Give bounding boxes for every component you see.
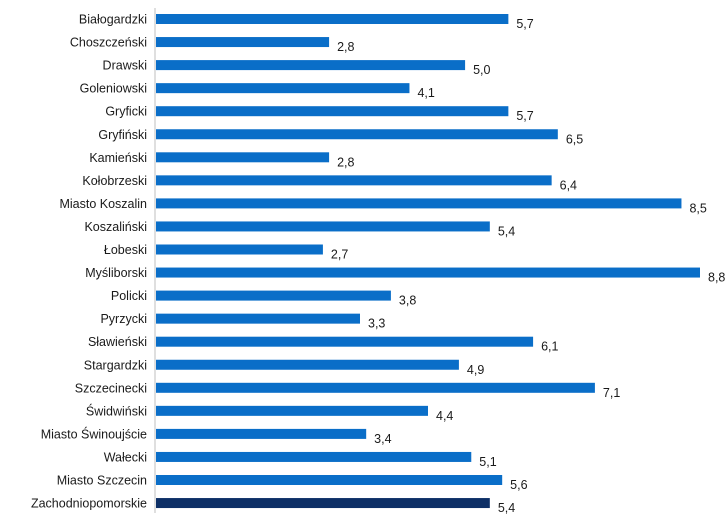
value-label: 5,0 bbox=[473, 63, 490, 77]
bar-4 bbox=[156, 106, 509, 117]
value-label: 7,1 bbox=[603, 386, 620, 400]
category-label: Świdwiński bbox=[86, 403, 147, 418]
bar-14 bbox=[156, 336, 534, 347]
bar-7 bbox=[156, 175, 552, 186]
category-label: Zachodniopomorskie bbox=[31, 497, 147, 511]
value-label: 4,1 bbox=[417, 86, 434, 100]
value-label: 4,9 bbox=[467, 363, 484, 377]
value-label: 3,3 bbox=[368, 317, 385, 331]
bar-8 bbox=[156, 198, 682, 209]
category-label: Kołobrzeski bbox=[82, 174, 147, 188]
category-label: Koszaliński bbox=[84, 220, 147, 234]
value-label: 3,4 bbox=[374, 432, 391, 446]
value-label: 6,5 bbox=[566, 132, 583, 146]
bar-5 bbox=[156, 129, 558, 140]
value-label: 5,7 bbox=[516, 17, 533, 31]
value-label: 3,8 bbox=[399, 294, 416, 308]
value-label: 5,4 bbox=[498, 224, 515, 238]
bar-1 bbox=[156, 37, 330, 48]
bar-13 bbox=[156, 313, 360, 324]
category-label: Łobeski bbox=[104, 243, 147, 257]
category-label: Goleniowski bbox=[80, 82, 147, 96]
category-label: Wałecki bbox=[104, 450, 147, 464]
value-label: 2,8 bbox=[337, 155, 354, 169]
category-label: Myśliborski bbox=[85, 266, 147, 280]
category-label: Miasto Koszalin bbox=[59, 197, 147, 211]
category-label: Stargardzki bbox=[84, 358, 147, 372]
value-label: 8,5 bbox=[689, 201, 706, 215]
bar-17 bbox=[156, 405, 428, 416]
bar-10 bbox=[156, 244, 323, 255]
category-label: Gryfiński bbox=[98, 128, 147, 142]
bar-16 bbox=[156, 382, 595, 393]
bar-3 bbox=[156, 83, 410, 94]
category-label: Drawski bbox=[103, 59, 147, 73]
bar-2 bbox=[156, 60, 466, 71]
value-label: 4,4 bbox=[436, 409, 453, 423]
category-label: Szczecinecki bbox=[75, 381, 147, 395]
value-label: 2,7 bbox=[331, 248, 348, 262]
bar-9 bbox=[156, 221, 490, 232]
bar-18 bbox=[156, 428, 367, 439]
bar-21 bbox=[156, 498, 490, 509]
category-label: Białogardzki bbox=[79, 13, 147, 27]
bar-12 bbox=[156, 290, 391, 301]
value-label: 5,6 bbox=[510, 478, 527, 492]
value-label: 2,8 bbox=[337, 40, 354, 54]
bar-15 bbox=[156, 359, 459, 370]
category-label: Choszczeński bbox=[70, 36, 147, 50]
bar-6 bbox=[156, 152, 330, 163]
value-label: 6,1 bbox=[541, 340, 558, 354]
category-label: Gryficki bbox=[105, 105, 147, 119]
value-label: 5,4 bbox=[498, 501, 515, 515]
category-labels-group: Białogardzki Choszczeński Drawski Goleniows… bbox=[31, 13, 147, 511]
bar-20 bbox=[156, 475, 503, 485]
category-label: Sławieński bbox=[88, 335, 147, 349]
bar-19 bbox=[156, 451, 472, 462]
category-label: Miasto Świnoujście bbox=[41, 426, 147, 441]
value-label: 5,7 bbox=[516, 109, 533, 123]
value-labels-group: 5,7 2,8 5,0 4,1 5,7 6,5 2,8 6,4 8,5 5,4 2,7 8,8 3,8 3… bbox=[331, 17, 726, 515]
category-label: Kamieński bbox=[89, 151, 147, 165]
bar-11 bbox=[156, 267, 700, 278]
category-label: Miasto Szczecin bbox=[57, 474, 147, 488]
value-label: 8,8 bbox=[708, 271, 725, 285]
bars-group bbox=[156, 14, 700, 509]
category-label: Pyrzycki bbox=[100, 312, 147, 326]
value-label: 6,4 bbox=[560, 178, 577, 192]
bar-0 bbox=[156, 14, 509, 24]
category-label: Policki bbox=[111, 289, 147, 303]
value-label: 5,1 bbox=[479, 455, 496, 469]
